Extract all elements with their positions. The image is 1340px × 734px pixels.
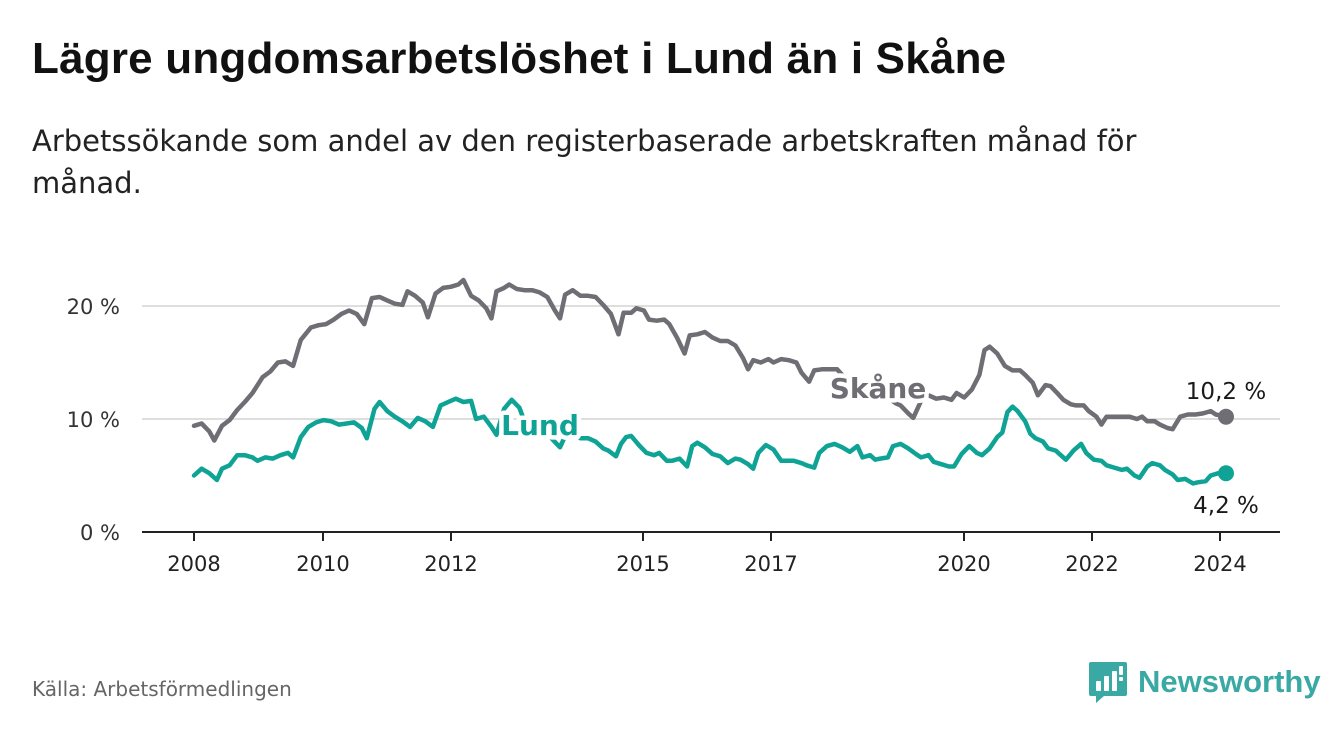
brand-name: Newsworthy	[1138, 664, 1321, 699]
end-value-skane: 10,2 %	[1186, 379, 1266, 405]
x-tick-label: 2024	[1193, 552, 1246, 576]
brand: Newsworthy	[1088, 660, 1321, 704]
axes: 0 % 10 % 20 % 2008 2010 2012 2015 2017 2020 2022 2…	[67, 295, 1280, 576]
x-tick-label: 2010	[296, 552, 349, 576]
x-tick-label: 2022	[1065, 552, 1118, 576]
end-point-skane	[1218, 408, 1234, 425]
series-label-skane: Skåne	[830, 372, 927, 405]
y-tick-label: 20 %	[67, 295, 120, 319]
line-chart: 0 % 10 % 20 % 2008 2010 2012 2015 2017 2020 2022 2…	[67, 277, 1280, 576]
x-tick-label: 2020	[937, 552, 990, 576]
end-value-lund: 4,2 %	[1193, 493, 1259, 519]
x-tick-label: 2017	[744, 552, 797, 576]
series-line-skane	[191, 277, 1229, 443]
y-tick-label: 10 %	[67, 408, 120, 432]
newsworthy-logo-icon	[1089, 662, 1127, 703]
series-line-lund	[191, 396, 1229, 486]
page-subtitle: Arbetssökande som andel av den registerb…	[32, 124, 1137, 200]
series-label-lund: Lund	[501, 409, 579, 442]
x-tick-label: 2015	[616, 552, 669, 576]
series-lines	[191, 277, 1234, 486]
gridlines	[142, 305, 1280, 420]
x-tick-label: 2012	[424, 552, 477, 576]
end-point-lund	[1218, 465, 1234, 482]
source-note: Källa: Arbetsförmedlingen	[32, 677, 292, 701]
y-tick-label: 0 %	[80, 521, 120, 545]
x-tick-label: 2008	[167, 552, 220, 576]
page-title: Lägre ungdomsarbetslöshet i Lund än i Sk…	[32, 34, 1007, 83]
chart-labels: Skåne Lund 10,2 % 4,2 %	[497, 368, 1267, 520]
